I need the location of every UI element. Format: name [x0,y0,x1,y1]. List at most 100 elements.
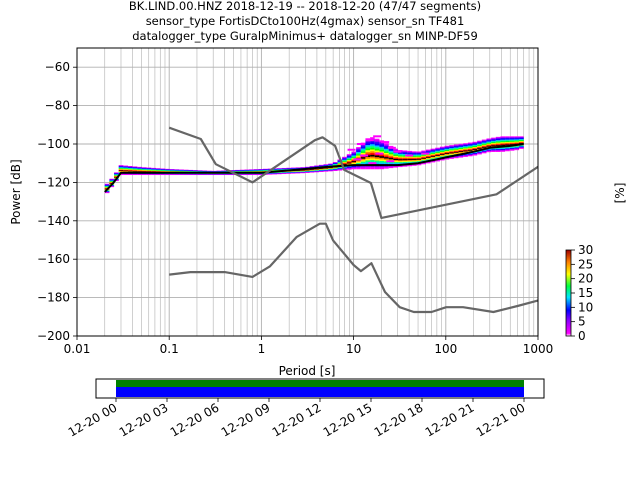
psd-band-cell [323,164,329,166]
psd-band-cell [384,166,389,169]
psd-band-cell [477,148,482,150]
psd-band-cell [449,151,454,153]
psd-band-cell [328,170,333,172]
psd-band-cell [449,145,454,147]
psd-band-cell [281,173,287,174]
psd-band-cell [421,155,426,157]
psd-band-cell [295,170,301,172]
psd-band-cell [360,147,366,149]
psd-band-cell [160,170,166,172]
psd-band-cell [304,171,310,172]
psd-band-cell [444,145,450,147]
psd-band-cell [430,153,436,155]
psd-band-cell [132,167,138,169]
psd-band-cell [439,154,445,156]
psd-band-cell [141,169,147,171]
psd-band-cell [146,171,152,172]
psd-band-cell [347,148,356,151]
psd-band-cell [160,174,166,175]
psd-band-cell [411,160,417,162]
psd-band-cell [411,156,417,158]
psd-band-cell [519,147,524,149]
psd-band-cell [486,149,492,151]
psd-band-cell [519,140,524,142]
psd-band-cell [519,137,524,138]
psd-band-cell [314,170,319,171]
psd-band-cell [286,172,291,174]
y-tick-label: −180 [37,291,70,305]
psd-band-cell [379,159,385,162]
psd-band-cell [346,161,352,163]
psd-band-cell [318,170,324,172]
y-tick-label: −120 [37,175,70,189]
psd-band-cell [165,171,170,172]
psd-band-cell [332,168,338,170]
psd-band-cell [351,167,357,170]
psd-band-cell [421,151,426,153]
psd-band-cell [174,169,180,171]
psd-band-cell [374,158,380,161]
psd-band-cell [337,162,343,164]
psd-band-cell [118,170,124,172]
psd-band-cell [481,141,487,143]
psd-band-cell [165,170,170,172]
psd-band-cell [416,160,422,162]
psd-band-cell [505,146,510,149]
psd-band-cell [314,165,319,167]
psd-band-cell [472,145,478,147]
psd-band-cell [491,141,496,143]
psd-band-cell [375,152,384,155]
psd-band-cell [132,166,138,168]
psd-band-cell [453,146,459,148]
psd-band-cell [109,180,115,181]
psd-band-cell [290,167,296,169]
psd-band-cell [253,169,259,170]
psd-band-cell [393,155,399,158]
psd-band-cell [416,159,422,161]
psd-band-cell [467,149,473,151]
psd-band-cell [295,170,301,172]
psd-band-cell [500,137,506,139]
psd-band-cell [425,155,431,157]
coverage-tick-label: 12-20 21 [423,400,477,439]
psd-band-cell [463,145,468,147]
psd-band-cell [519,138,524,140]
psd-band-cell [300,167,305,168]
psd-band-cell [118,167,124,169]
psd-band-cell [439,159,445,161]
psd-band-cell [281,167,287,169]
x-tick-label: 100 [434,342,457,356]
psd-band-cell [425,156,431,158]
psd-band-cell [160,173,166,175]
psd-band-cell [207,174,212,176]
x-axis-label: Period [s] [279,364,336,378]
psd-band-cell [439,148,445,150]
psd-band-cell [151,169,156,171]
psd-band-cell [370,153,375,156]
psd-band-cell [160,169,166,170]
psd-band-cell [373,135,382,138]
psd-band-cell [337,166,343,168]
psd-band-cell [137,167,142,169]
psd-band-cell [398,154,403,156]
psd-band-cell [481,144,487,146]
psd-band-cell [439,151,445,153]
psd-band-cell [430,157,436,159]
psd-band-cell [290,171,296,172]
psd-band-cell [374,143,380,146]
psd-band-cell [137,167,142,169]
psd-band-cell [351,166,357,168]
psd-band-cell [360,155,366,158]
psd-band-cell [384,145,389,148]
psd-band-cell [481,140,487,142]
psd-band-cell [416,161,422,163]
psd-band-cell [467,142,473,144]
psd-band-cell [411,164,417,166]
psd-band-cell [477,151,482,153]
psd-band-cell [314,165,319,167]
psd-band-cell [514,137,520,139]
psd-band-cell [463,143,468,145]
psd-band-cell [216,174,222,176]
psd-band-cell [393,163,399,165]
